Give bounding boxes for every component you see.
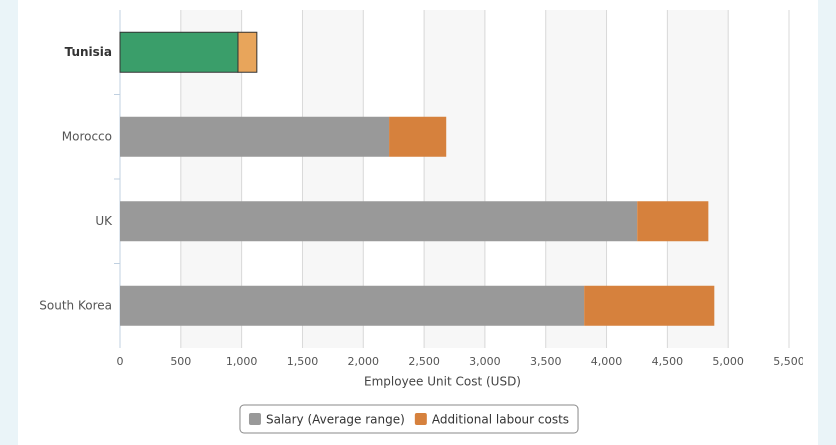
y-tick-label: Morocco	[62, 129, 112, 143]
bar-segment	[584, 285, 715, 326]
y-tick-label: UK	[95, 214, 113, 228]
legend-box	[239, 404, 579, 434]
bar-segment	[389, 116, 447, 157]
legend: Salary (Average range) Additional labour …	[239, 404, 579, 434]
x-axis-title: Employee Unit Cost (USD)	[364, 375, 521, 389]
x-tick-label: 2,000	[348, 355, 380, 368]
x-tick-label: 2,500	[408, 355, 440, 368]
legend-label: Additional labour costs	[432, 413, 569, 427]
plot-band	[728, 10, 789, 348]
bar-segment	[120, 116, 390, 157]
x-tick-label: 3,500	[530, 355, 562, 368]
bar-segment	[120, 201, 638, 242]
y-tick-label: Tunisia	[65, 45, 112, 59]
x-tick-label: 1,000	[226, 355, 258, 368]
legend-swatch	[248, 413, 261, 425]
legend-label: Salary (Average range)	[266, 413, 405, 427]
x-tick-label: 4,500	[652, 355, 684, 368]
x-tick-label: 3,000	[469, 355, 501, 368]
bar-segment	[237, 31, 258, 73]
x-tick-label: 500	[170, 355, 191, 368]
x-tick-label: 4,000	[591, 355, 623, 368]
x-tick-label: 5,500	[773, 355, 805, 368]
x-tick-label: 0	[117, 355, 124, 368]
bar-segment	[637, 201, 709, 242]
bar-segment	[120, 285, 585, 326]
x-tick-label: 1,500	[287, 355, 319, 368]
bar-segment	[119, 31, 239, 73]
y-tick-label: South Korea	[39, 298, 112, 312]
plot: 0 500 1,000 1,500 2,000 2,500 3,000 3,500 4,000 4…	[39, 10, 805, 389]
legend-swatch	[414, 413, 427, 425]
x-tick-label: 5,000	[712, 355, 744, 368]
